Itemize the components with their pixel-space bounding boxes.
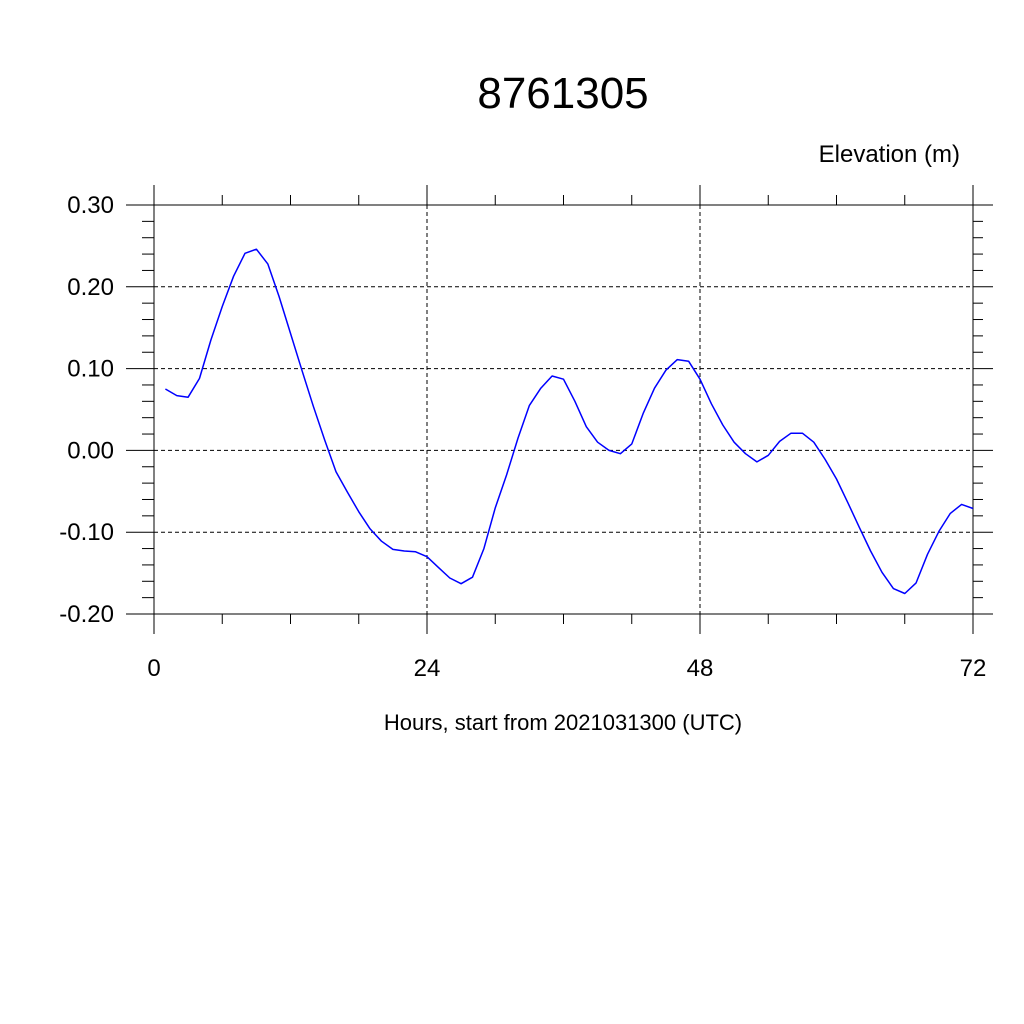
plot-frame <box>153 204 974 615</box>
x-tick-label: 48 <box>687 655 714 682</box>
x-tick-label: 0 <box>147 655 160 682</box>
x-tick-label: 24 <box>414 655 441 682</box>
series-group <box>165 248 974 595</box>
series-line <box>165 248 974 595</box>
y-tick-label: 0.00 <box>67 437 114 464</box>
chart-title: 8761305 <box>477 69 648 118</box>
x-tick-label: 72 <box>960 655 987 682</box>
axis-ticks <box>126 185 993 634</box>
y-tick-label: -0.20 <box>59 601 114 628</box>
y-tick-label: 0.10 <box>67 356 114 383</box>
grid-lines <box>154 204 973 615</box>
y-tick-label: -0.10 <box>59 519 114 546</box>
tick-labels: -0.20 -0.10 0.00 0.10 0.20 0.30 0 24 48 72 <box>59 192 986 682</box>
x-axis-label: Hours, start from 2021031300 (UTC) <box>384 710 742 735</box>
y-axis-label: Elevation (m) <box>819 141 960 168</box>
y-tick-label: 0.20 <box>67 274 114 301</box>
y-tick-label: 0.30 <box>67 192 114 219</box>
